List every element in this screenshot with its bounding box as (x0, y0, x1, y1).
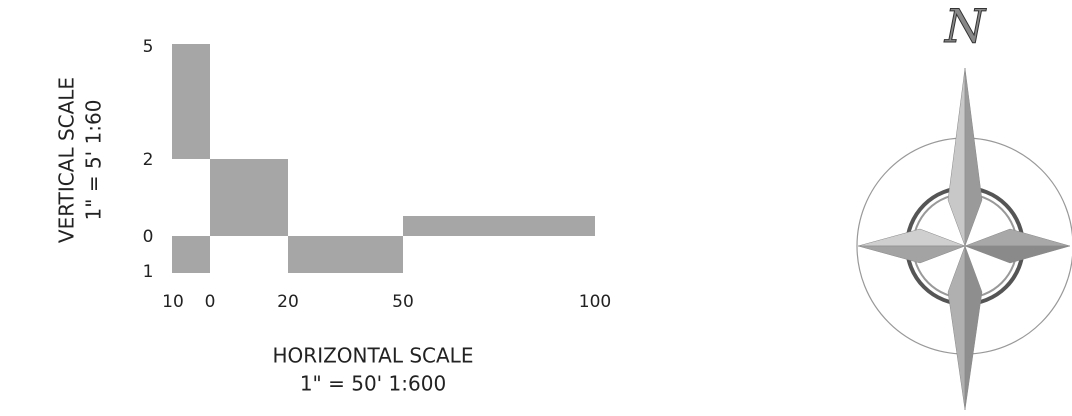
star-arm (964, 228, 1071, 247)
horizontal-scale-ratio: 1" = 50' 1:600 (300, 372, 446, 396)
star-arm (964, 67, 983, 247)
north-arrow: N (856, 0, 1072, 411)
v-tick-label: 5 (143, 37, 154, 57)
scale-blocks (172, 44, 595, 273)
scale-block (288, 236, 403, 273)
h-tick-label: 50 (392, 292, 414, 312)
vertical-scale-ratio: 1" = 5' 1:60 (82, 100, 106, 221)
scale-block (403, 216, 595, 236)
star-arm (964, 245, 983, 411)
star-arm (947, 245, 966, 411)
north-label: N (944, 0, 987, 53)
star-arm (964, 245, 1071, 264)
scale-block (172, 44, 210, 159)
h-tick-label: 20 (277, 292, 299, 312)
v-tick-label: 0 (143, 227, 154, 247)
h-tick-label: 100 (579, 292, 611, 312)
star-arm (857, 228, 966, 247)
v-tick-label: 1 (143, 262, 154, 282)
star-arm (947, 67, 966, 247)
scale-block (210, 159, 288, 236)
v-tick-label: 2 (143, 150, 154, 170)
h-tick-label: 10 (162, 292, 184, 312)
star-arm (857, 245, 966, 264)
h-tick-label: 0 (205, 292, 216, 312)
horizontal-scale-title: HORIZONTAL SCALE (273, 344, 474, 368)
scale-block (172, 236, 210, 273)
vertical-scale-title: VERTICAL SCALE (55, 77, 79, 243)
